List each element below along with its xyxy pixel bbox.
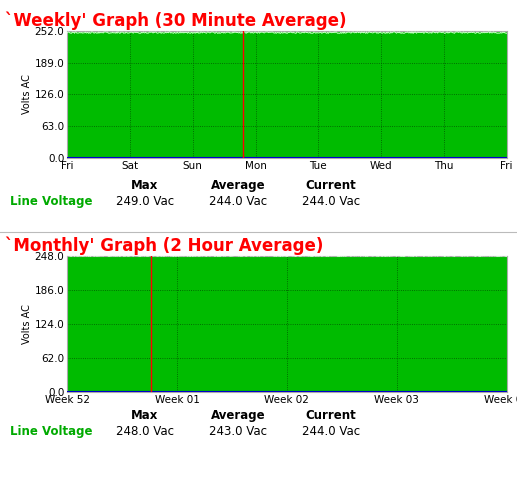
Text: Line Voltage: Line Voltage	[10, 195, 93, 207]
Text: Line Voltage: Line Voltage	[10, 425, 93, 438]
Text: `Weekly' Graph (30 Minute Average): `Weekly' Graph (30 Minute Average)	[5, 12, 347, 31]
Text: Average: Average	[210, 179, 265, 192]
Text: Max: Max	[131, 179, 158, 192]
Text: 244.0 Vac: 244.0 Vac	[209, 195, 267, 207]
Y-axis label: Volts AC: Volts AC	[22, 304, 32, 344]
Text: 244.0 Vac: 244.0 Vac	[302, 425, 360, 438]
Text: Max: Max	[131, 409, 158, 422]
Text: 249.0 Vac: 249.0 Vac	[116, 195, 174, 207]
Text: 243.0 Vac: 243.0 Vac	[209, 425, 267, 438]
Text: `Monthly' Graph (2 Hour Average): `Monthly' Graph (2 Hour Average)	[5, 237, 324, 255]
Text: Current: Current	[306, 179, 356, 192]
Text: 244.0 Vac: 244.0 Vac	[302, 195, 360, 207]
Text: 248.0 Vac: 248.0 Vac	[116, 425, 174, 438]
Text: Average: Average	[210, 409, 265, 422]
Text: Current: Current	[306, 409, 356, 422]
Y-axis label: Volts AC: Volts AC	[22, 75, 32, 114]
